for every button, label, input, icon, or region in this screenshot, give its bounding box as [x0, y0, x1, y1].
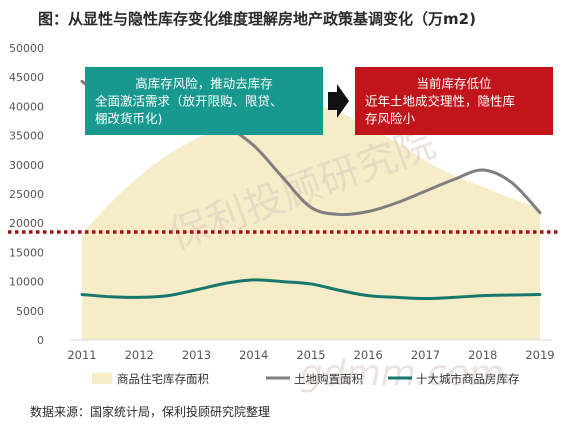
arrow-icon: [328, 84, 349, 118]
legend-swatch-area: [92, 373, 112, 384]
annotation-box-left-bg: [85, 67, 323, 135]
x-tick-label: 2018: [468, 348, 497, 362]
x-tick-label: 2017: [411, 348, 440, 362]
x-tick-label: 2011: [67, 348, 96, 362]
y-tick-label: 35000: [9, 130, 44, 143]
y-tick-label: 0: [37, 334, 44, 347]
x-tick-label: 2016: [354, 348, 383, 362]
y-tick-label: 30000: [9, 159, 44, 172]
annotation-box-right-line: 近年土地成交理性，隐性库: [365, 93, 515, 108]
y-tick-label: 20000: [9, 217, 44, 230]
y-tick-label: 40000: [9, 100, 44, 113]
annotation-box-right-bg: [355, 67, 553, 135]
y-tick-label: 5000: [16, 305, 44, 318]
legend-label: 土地购置面积: [294, 372, 363, 386]
annotation-box-left-line: 全面激活需求（放开限购、限贷、: [95, 93, 283, 108]
x-tick-label: 2015: [296, 348, 325, 362]
legend-label: 商品住宅库存面积: [117, 372, 209, 386]
area-series-inventory: [82, 103, 540, 340]
chart-title: 图：从显性与隐性库存变化维度理解房地产政策基调变化（万m2): [38, 10, 476, 28]
legend-label: 十大城市商品房库存: [416, 372, 520, 386]
y-tick-label: 45000: [9, 71, 44, 84]
y-tick-label: 50000: [9, 42, 44, 55]
annotation-box-left-line: 高库存风险，推动去库存: [135, 76, 273, 91]
y-tick-label: 25000: [9, 188, 44, 201]
annotation-box-right-line: 存风险小: [365, 111, 416, 126]
line-series-city: [80, 278, 542, 301]
x-tick-label: 2019: [525, 348, 554, 362]
watermark-site: gdmm.com: [300, 353, 504, 394]
y-tick-label: 15000: [9, 246, 44, 259]
x-tick-label: 2012: [125, 348, 154, 362]
annotation-box-right-line: 当前库存低位: [416, 76, 491, 91]
annotation-box-left-line: 棚改货币化): [95, 111, 162, 126]
x-tick-label: 2013: [182, 348, 211, 362]
source-note: 数据来源：国家统计局，保利投顾研究院整理: [30, 405, 271, 419]
y-tick-label: 10000: [9, 276, 44, 289]
x-tick-label: 2014: [239, 348, 268, 362]
